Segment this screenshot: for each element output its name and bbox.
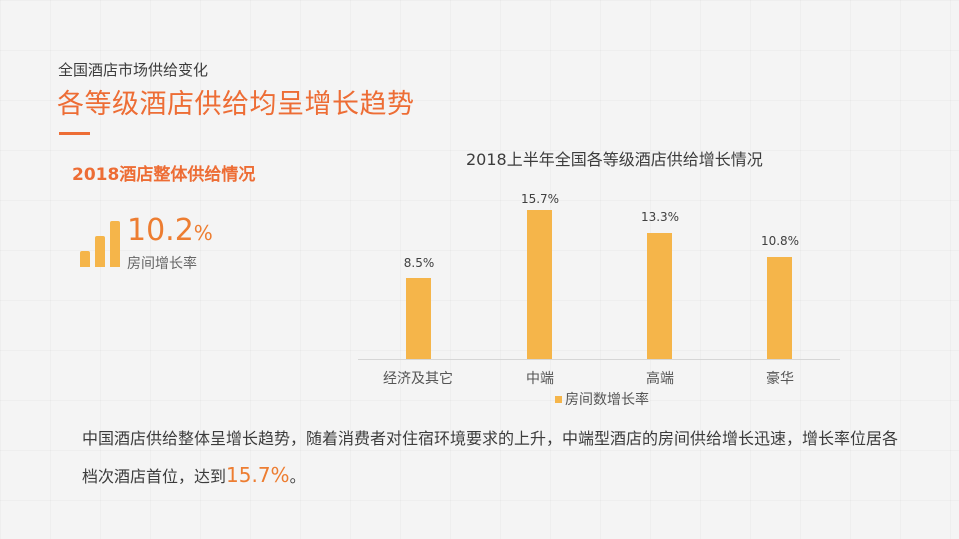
x-axis-line (358, 359, 840, 360)
chart-title: 2018上半年全国各等级酒店供给增长情况 (466, 150, 763, 169)
bar-chart-icon-bar (95, 236, 105, 267)
bar-upscale (647, 233, 672, 359)
title-accent-divider (59, 132, 90, 135)
page-subtitle: 全国酒店市场供给变化 (58, 61, 209, 79)
kpi-label: 房间增长率 (127, 256, 197, 272)
data-label: 10.8% (760, 234, 800, 248)
bar-economy (406, 278, 431, 359)
category-label: 豪华 (766, 371, 794, 387)
legend-swatch-icon (555, 395, 562, 403)
summary-paragraph: 中国酒店供给整体呈增长趋势，随着消费者对住宿环境要求的上升，中端型酒店的房间供给… (82, 420, 912, 495)
kpi-unit: % (193, 221, 213, 245)
category-label: 中端 (526, 371, 554, 387)
summary-text-end: 。 (289, 467, 306, 486)
data-label: 8.5% (403, 256, 435, 270)
bar-chart-icon-bar (110, 221, 120, 267)
data-label: 15.7% (520, 192, 560, 206)
kpi-section-title: 2018酒店整体供给情况 (72, 165, 256, 185)
chart-legend: 房间数增长率 (555, 389, 649, 409)
page-title: 各等级酒店供给均呈增长趋势 (57, 89, 415, 120)
bar-chart-plot: 8.5% 15.7% 13.3% 10.8% (358, 190, 840, 360)
category-label: 经济及其它 (383, 371, 453, 387)
bar-midscale (527, 210, 552, 359)
bar-luxury (767, 257, 792, 359)
summary-highlight: 15.7% (226, 463, 290, 487)
kpi-number: 10.2 (127, 213, 194, 248)
kpi-value: 10.2% (127, 213, 213, 248)
data-label: 13.3% (640, 210, 680, 224)
category-label: 高端 (646, 371, 674, 387)
bar-chart-icon-bar (80, 251, 90, 267)
bar-chart-icon (80, 220, 122, 267)
legend-label: 房间数增长率 (565, 392, 649, 408)
summary-text: 中国酒店供给整体呈增长趋势，随着消费者对住宿环境要求的上升，中端型酒店的房间供给… (82, 429, 899, 486)
